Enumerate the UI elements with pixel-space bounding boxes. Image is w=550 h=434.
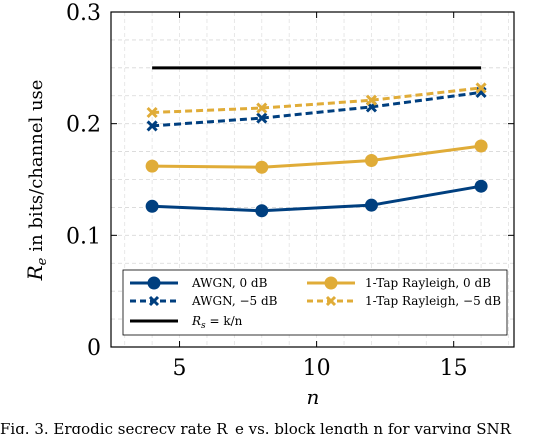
data-point	[146, 120, 158, 132]
data-point	[145, 159, 159, 173]
y-axis-text: in bits/channel use	[26, 80, 47, 252]
y-axis-symbol: R	[23, 265, 47, 281]
data-point	[474, 179, 488, 193]
x-tick-label: 10	[303, 356, 331, 381]
legend-marker-awgn-m5	[148, 295, 160, 307]
y-tick-label: 0.3	[66, 1, 101, 26]
data-point	[255, 160, 269, 174]
data-point	[255, 204, 269, 218]
series-line	[152, 90, 482, 128]
figure-caption: Fig. 3. Ergodic secrecy rate R_e vs. blo…	[0, 420, 511, 434]
data-point	[145, 199, 159, 213]
x-tick-label: 15	[440, 356, 468, 381]
data-point	[256, 102, 268, 114]
y-tick-label: 0.2	[66, 113, 101, 138]
series-2	[145, 139, 488, 174]
data-point	[146, 106, 158, 119]
data-point	[364, 198, 378, 212]
series-line	[152, 144, 482, 169]
legend-label-rs: Rs = k/n	[191, 314, 243, 331]
data-point	[256, 112, 268, 124]
series-line	[152, 184, 482, 213]
data-point	[474, 139, 488, 153]
x-axis-label: n	[307, 385, 320, 409]
plot-frame	[110, 11, 515, 348]
y-axis-label: Re in bits/channel use	[23, 80, 50, 282]
legend-marker-ray-m5	[325, 295, 337, 307]
legend-rs-symbol: R	[191, 314, 201, 328]
y-tick-label: 0.1	[66, 224, 101, 249]
legend-box	[122, 269, 508, 336]
data-point	[475, 82, 487, 94]
legend: AWGN, 0 dB AWGN, −5 dB Rs = k/n 1-Tap Ra…	[122, 269, 508, 336]
legend-marker-awgn-0	[147, 276, 161, 290]
y-tick-label: 0	[87, 336, 101, 361]
series-layer	[145, 66, 488, 218]
legend-marker-ray-0	[324, 276, 338, 290]
series-0	[145, 179, 488, 218]
legend-rs-rest: = k/n	[206, 314, 243, 328]
ticks: 0 0.1 0.2 0.3 5 10 15	[66, 1, 514, 381]
legend-label-ray-0: 1-Tap Rayleigh, 0 dB	[365, 276, 491, 290]
svg-text:Rein bits/channel use: Re in bits/channel use	[23, 80, 50, 282]
legend-label-awgn-0: AWGN, 0 dB	[191, 276, 268, 290]
data-point	[365, 94, 378, 106]
data-point	[364, 154, 378, 168]
y-axis-subscript: e	[35, 257, 50, 265]
series-3	[146, 82, 487, 119]
x-tick-label: 5	[173, 356, 187, 381]
legend-label-awgn-m5: AWGN, −5 dB	[191, 294, 278, 308]
legend-rs-sub: s	[201, 321, 206, 331]
legend-label-ray-m5: 1-Tap Rayleigh, −5 dB	[365, 294, 501, 308]
